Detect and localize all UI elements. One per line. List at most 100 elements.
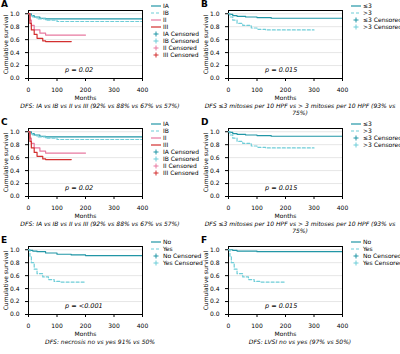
svg-text:100: 100 [51,322,63,329]
html-text:IB Censored: IB Censored [163,37,200,44]
html-text:A: A [1,0,8,9]
html-text:II Censored: II Censored [163,44,197,51]
html-text:>3: >3 [363,9,372,16]
svg-text:100: 100 [51,86,63,93]
svg-text:400: 400 [137,322,149,329]
svg-text:300: 300 [308,204,320,211]
svg-text:0: 0 [27,86,31,93]
svg-text:400: 400 [337,204,349,211]
svg-text:400: 400 [337,322,349,329]
svg-text:0.0: 0.0 [10,74,20,81]
html-text:DFS ≤3 mitoses per 10 HPF vs >: DFS ≤3 mitoses per 10 HPF vs > 3 mitoses… [204,220,396,234]
svg-text:p = 0.015: p = 0.015 [264,302,297,310]
svg-text:1.0: 1.0 [10,246,20,253]
svg-text:200: 200 [80,86,92,93]
html-text:D: D [201,117,209,127]
svg-text:1.0: 1.0 [10,128,20,135]
html-text:≤3: ≤3 [363,2,372,9]
svg-text:1.0: 1.0 [210,10,220,17]
svg-text:200: 200 [80,204,92,211]
svg-text:0.2: 0.2 [210,61,220,68]
html-text:II Censored: II Censored [163,162,197,169]
svg-text:0.4: 0.4 [210,167,220,174]
svg-text:Months: Months [75,330,97,337]
svg-text:0.6: 0.6 [10,154,20,161]
svg-text:0: 0 [27,322,31,329]
svg-text:200: 200 [280,86,292,93]
svg-text:400: 400 [337,86,349,93]
svg-text:300: 300 [108,204,120,211]
svg-text:p = 0.015: p = 0.015 [264,66,297,74]
svg-text:Cumulative survival: Cumulative survival [2,132,9,192]
svg-text:200: 200 [80,322,92,329]
svg-text:p = 0.02: p = 0.02 [64,184,93,192]
html-text:DFS ≤3 mitoses per 10 HPF vs >: DFS ≤3 mitoses per 10 HPF vs > 3 mitoses… [204,102,396,116]
svg-text:0.8: 0.8 [210,259,220,266]
svg-text:Months: Months [275,94,297,101]
svg-text:0: 0 [227,322,231,329]
html-text:B: B [201,0,208,9]
svg-text:0.0: 0.0 [210,74,220,81]
svg-text:0.8: 0.8 [10,23,20,30]
svg-text:100: 100 [251,322,263,329]
svg-text:Cumulative survival: Cumulative survival [2,14,9,74]
svg-text:0.6: 0.6 [10,36,20,43]
svg-text:0.4: 0.4 [10,49,20,56]
svg-text:0.2: 0.2 [210,297,220,304]
html-text:IA Censored: IA Censored [163,148,200,155]
svg-text:0.4: 0.4 [10,285,20,292]
svg-text:300: 300 [108,86,120,93]
svg-text:1.0: 1.0 [210,128,220,135]
svg-text:0.8: 0.8 [10,141,20,148]
svg-text:0.0: 0.0 [10,192,20,199]
svg-text:Months: Months [275,330,297,337]
svg-text:0.8: 0.8 [210,23,220,30]
svg-text:0.8: 0.8 [10,259,20,266]
svg-text:0.0: 0.0 [210,310,220,317]
svg-text:1.0: 1.0 [10,10,20,17]
html-text:IA Censored: IA Censored [163,30,200,37]
svg-text:0.2: 0.2 [10,61,20,68]
svg-text:300: 300 [108,322,120,329]
svg-text:0.0: 0.0 [10,310,20,317]
svg-text:0: 0 [227,204,231,211]
svg-text:p = 0.015: p = 0.015 [264,184,297,192]
svg-text:400: 400 [137,86,149,93]
svg-text:0.4: 0.4 [210,49,220,56]
svg-text:100: 100 [51,204,63,211]
svg-text:400: 400 [137,204,149,211]
svg-text:0.4: 0.4 [10,167,20,174]
svg-text:Cumulative survival: Cumulative survival [202,14,209,74]
svg-text:0.0: 0.0 [210,192,220,199]
svg-text:Cumulative survival: Cumulative survival [2,250,9,310]
svg-text:200: 200 [280,322,292,329]
svg-text:300: 300 [308,86,320,93]
svg-text:0.2: 0.2 [10,179,20,186]
svg-text:100: 100 [251,204,263,211]
html-text:III Censored: III Censored [163,51,199,58]
svg-text:p = 0.02: p = 0.02 [64,66,93,74]
svg-text:0: 0 [227,86,231,93]
svg-text:0.4: 0.4 [210,285,220,292]
svg-text:Cumulative survival: Cumulative survival [202,132,209,192]
svg-text:300: 300 [308,322,320,329]
svg-text:100: 100 [251,86,263,93]
svg-text:0: 0 [27,204,31,211]
svg-text:0.6: 0.6 [10,272,20,279]
html-text:DFS: IA vs IB vs II vs III (92: DFS: IA vs IB vs II vs III (92% vs 88% v… [20,102,180,109]
svg-text:0.2: 0.2 [210,179,220,186]
svg-text:Months: Months [75,94,97,101]
svg-text:Months: Months [75,212,97,219]
svg-text:0.6: 0.6 [210,36,220,43]
html-text:IB Censored: IB Censored [163,155,200,162]
svg-text:200: 200 [280,204,292,211]
svg-text:0.8: 0.8 [210,141,220,148]
svg-text:p = <0.001: p = <0.001 [64,302,103,310]
html-text:C: C [1,117,8,127]
svg-text:0.6: 0.6 [210,154,220,161]
svg-text:0.2: 0.2 [10,297,20,304]
svg-text:1.0: 1.0 [210,246,220,253]
svg-text:Cumulative survival: Cumulative survival [202,250,209,310]
svg-text:0.6: 0.6 [210,272,220,279]
svg-text:Months: Months [275,212,297,219]
